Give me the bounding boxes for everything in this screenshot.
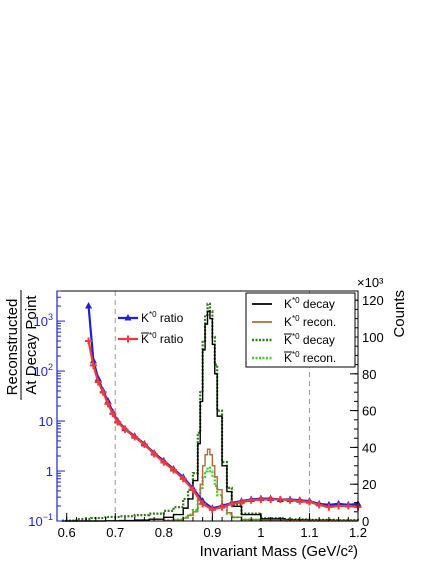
y-left-axis-title-line2: At Decay Point xyxy=(23,295,40,395)
ratio-point-kbar_ratio xyxy=(344,502,352,510)
ratio-point-kbar_ratio xyxy=(257,495,265,503)
y-right-tick-label: 0 xyxy=(362,514,369,529)
ratio-point-kbar_ratio xyxy=(104,400,112,408)
ratio-point-kbar_ratio xyxy=(315,501,323,509)
ratio-point-kbar_ratio xyxy=(305,498,313,506)
ratio-point-kbar_ratio xyxy=(335,502,343,510)
ratio-point-kbar_ratio xyxy=(218,503,226,511)
x-tick-label: 1.2 xyxy=(349,525,367,540)
ratio-point-kbar_ratio xyxy=(160,458,168,466)
y-right-tick-label: 60 xyxy=(362,404,376,419)
ratio-point-kbar_ratio xyxy=(99,388,107,396)
ratio-point-kbar_ratio xyxy=(199,500,207,508)
y-left-tick-label: 10 xyxy=(39,414,53,429)
ratio-point-kbar_ratio xyxy=(296,497,304,505)
y-left-tick-label: 1 xyxy=(46,464,53,479)
x-tick-label: 0.6 xyxy=(58,525,76,540)
y-right-tick-label: 40 xyxy=(362,440,376,455)
counts-legend-label: K*0 recon. xyxy=(284,314,336,329)
ratio-point-kbar_ratio xyxy=(89,361,97,369)
ratio-legend-marker xyxy=(124,314,132,321)
x-tick-label: 0.7 xyxy=(106,525,124,540)
ratio-point-kbar_ratio xyxy=(114,418,122,426)
ratio-point-kbar_ratio xyxy=(121,425,129,433)
ratio-point-kbar_ratio xyxy=(286,496,294,504)
right-axis-multiplier: ×10³ xyxy=(357,275,384,290)
counts-legend: K*0 decay K*0 recon. K*0 decay K*0 recon. xyxy=(245,292,356,368)
y-right-tick-label: 120 xyxy=(362,293,384,308)
counts-legend-label: K*0 decay xyxy=(284,296,335,311)
ratio-point-kbar_ratio xyxy=(150,450,158,458)
ratio-point-kbar_ratio xyxy=(140,440,148,448)
y-right-axis-title: Counts xyxy=(391,290,408,338)
y-right-tick-label: 100 xyxy=(362,330,384,345)
counts-histograms xyxy=(61,302,360,522)
ratio-point-kbar_ratio xyxy=(189,486,197,494)
y-left-tick-label: 103 xyxy=(34,312,53,329)
ratio-point-kbar_ratio xyxy=(228,500,236,508)
ratio-point-kbar_ratio xyxy=(247,496,255,504)
ratio-point-kbar_ratio xyxy=(179,475,187,483)
ratio-point-kbar_ratio xyxy=(208,505,216,513)
y-left-tick-label: 10−1 xyxy=(28,512,53,529)
ratio-point-kbar_ratio xyxy=(237,498,245,506)
ratio-point-kbar_ratio xyxy=(325,503,333,511)
ratio-point-kbar_ratio xyxy=(131,433,139,441)
histogram-k_decay xyxy=(61,310,359,522)
x-tick-label: 1.1 xyxy=(300,525,318,540)
ratio-point-k_ratio xyxy=(85,302,93,309)
counts-legend-label: K*0 decay xyxy=(284,332,335,347)
ratio-point-kbar_ratio xyxy=(109,410,117,418)
counts-legend-label: K*0 recon. xyxy=(284,350,336,365)
ratio-legend: K*0 ratio K*0 ratio xyxy=(118,310,184,346)
ratio-point-kbar_ratio xyxy=(85,337,93,345)
ratio-series xyxy=(85,302,362,513)
counts-legend-box xyxy=(245,292,356,368)
x-axis-title: Invariant Mass (GeV/c²) xyxy=(200,543,358,560)
ratio-point-kbar_ratio xyxy=(170,466,178,474)
axes: 0.6 0.7 0.8 0.9 1 1.1 1.2 10−1 1 10 102 103 0 20 40 60 8… xyxy=(28,290,384,540)
ratio-point-kbar_ratio xyxy=(267,495,275,503)
x-tick-label: 0.9 xyxy=(203,525,221,540)
ratio-point-kbar_ratio xyxy=(94,378,102,386)
y-right-tick-label: 20 xyxy=(362,477,376,492)
x-tick-label: 1 xyxy=(257,525,264,540)
ratio-point-kbar_ratio xyxy=(276,495,284,503)
y-right-tick-label: 80 xyxy=(362,367,376,382)
y-left-axis-title-line1: Reconstructed xyxy=(4,299,21,396)
x-tick-label: 0.8 xyxy=(155,525,173,540)
y-left-tick-label: 102 xyxy=(34,362,53,379)
ratio-legend-label: K*0 ratio xyxy=(141,310,184,325)
ratio-legend-marker xyxy=(124,335,132,343)
ratio-legend-label: K*0 ratio xyxy=(141,331,184,346)
